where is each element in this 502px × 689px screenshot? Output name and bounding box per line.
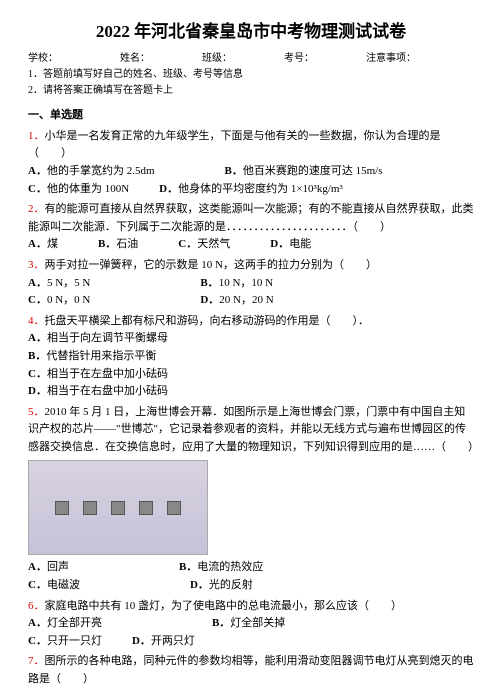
q6-A: 灯全部开亮: [47, 617, 102, 629]
question-1: 1．小华是一名发育正常的九年级学生，下面是与他有关的一些数据，你认为合理的是（ …: [28, 128, 474, 163]
q4-B-row: B．代替指针用来指示平衡: [28, 348, 474, 366]
q1-C: 他的体重为 100N: [47, 183, 129, 195]
q3-A: 5 N，5 N: [47, 277, 90, 289]
q2-opts: A．煤 B．石油 C．天然气 D．电能: [28, 236, 474, 254]
q5-opts-r1: A．回声 B．电流的热效应: [28, 559, 474, 577]
qnum-1: 1．: [28, 130, 45, 142]
name-label: 姓名：: [120, 51, 150, 67]
exam-label: 考号：: [284, 51, 314, 67]
q5-image: [28, 460, 208, 555]
chip-icon: [83, 501, 97, 515]
q4-text: 托盘天平横梁上都有标尺和游码，向右移动游码的作用是（ ）．: [45, 315, 370, 327]
q6-C: 只开一只灯: [47, 635, 102, 647]
q2-C: 天然气: [197, 238, 230, 250]
q6-text: 家庭电路中共有 10 盏灯，为了使电路中的总电流最小，那么应该（ ）: [45, 600, 403, 612]
instruction-2: 2．请将答案正确填写在答题卡上: [28, 83, 474, 99]
q1-text: 小华是一名发育正常的九年级学生，下面是与他有关的一些数据，你认为合理的是（ ）: [28, 130, 441, 160]
q3-D: 20 N，20 N: [219, 294, 273, 306]
qnum-5: 5．: [28, 406, 45, 418]
chip-icon: [139, 501, 153, 515]
q2-D: 电能: [289, 238, 311, 250]
q4-B: 代替指针用来指示平衡: [46, 350, 156, 362]
q7-text: 图所示的各种电路，同种元件的参数均相等，能利用滑动变阻器调节电灯从亮到熄灭的电路…: [28, 655, 474, 685]
q1-D: 他身体的平均密度约为 1×10³kg/m³: [178, 183, 343, 195]
q4-D: 相当于在右盘中加小砝码: [47, 385, 168, 397]
q5-text: 2010 年 5 月 1 日，上海世博会开幕．如图所示是上海世博会门票，门票中有…: [28, 406, 479, 453]
question-3: 3．两手对拉一弹簧秤，它的示数是 10 N，这两手的拉力分别为（ ）: [28, 257, 474, 275]
chip-icon: [55, 501, 69, 515]
chip-icon: [111, 501, 125, 515]
instruction-1: 1．答题前填写好自己的姓名、班级、考号等信息: [28, 67, 474, 83]
q1-B: 他百米赛跑的速度可达 15m/s: [243, 165, 383, 177]
q5-D: 光的反射: [209, 579, 253, 591]
chip-icon: [167, 501, 181, 515]
q6-B: 灯全部关掉: [230, 617, 285, 629]
q6-D: 开两只灯: [151, 635, 195, 647]
question-6: 6．家庭电路中共有 10 盏灯，为了使电路中的总电流最小，那么应该（ ）: [28, 598, 474, 616]
q3-opts-r1: A．5 N，5 N B．10 N，10 N: [28, 275, 474, 293]
question-4: 4．托盘天平横梁上都有标尺和游码，向右移动游码的作用是（ ）．: [28, 313, 474, 331]
q6-opts-r1: A．灯全部开亮 B．灯全部关掉: [28, 615, 474, 633]
school-label: 学校：: [28, 51, 58, 67]
q3-B: 10 N，10 N: [219, 277, 273, 289]
q2-B: 石油: [116, 238, 138, 250]
question-2: 2．有的能源可直接从自然界获取，这类能源叫一次能源；有的不能直接从自然界获取，此…: [28, 201, 474, 236]
section-heading: 一、单选题: [28, 107, 474, 125]
qnum-3: 3．: [28, 259, 45, 271]
qnum-6: 6．: [28, 600, 45, 612]
q1-opts2: C．他的体重为 100N D．他身体的平均密度约为 1×10³kg/m³: [28, 181, 474, 199]
q5-opts-r2: C．电磁波 D．光的反射: [28, 577, 474, 595]
qnum-2: 2．: [28, 203, 45, 215]
q5-A: 回声: [47, 561, 69, 573]
note-label: 注意事项：: [366, 51, 416, 67]
question-5: 5．2010 年 5 月 1 日，上海世博会开幕．如图所示是上海世博会门票，门票…: [28, 404, 474, 457]
q3-C: 0 N，0 N: [47, 294, 90, 306]
question-7: 7．图所示的各种电路，同种元件的参数均相等，能利用滑动变阻器调节电灯从亮到熄灭的…: [28, 653, 474, 688]
q1-A: 他的手掌宽约为 2.5dm: [47, 165, 155, 177]
q4-A-row: A．相当于向左调节平衡螺母: [28, 330, 474, 348]
q3-opts-r2: C．0 N，0 N D．20 N，20 N: [28, 292, 474, 310]
q2-A: 煤: [47, 238, 58, 250]
q2-text: 有的能源可直接从自然界获取，这类能源叫一次能源；有的不能直接从自然界获取，此类能…: [28, 203, 474, 233]
q6-opts-r2: C．只开一只灯 D．开两只灯: [28, 633, 474, 651]
q4-A: 相当于向左调节平衡螺母: [47, 332, 168, 344]
qnum-7: 7．: [28, 655, 45, 667]
q1-opts: A．他的手掌宽约为 2.5dm B．他百米赛跑的速度可达 15m/s: [28, 163, 474, 181]
q5-B: 电流的热效应: [197, 561, 263, 573]
header-row: 学校： 姓名： 班级： 考号： 注意事项：: [28, 51, 474, 67]
q4-D-row: D．相当于在右盘中加小砝码: [28, 383, 474, 401]
q5-C: 电磁波: [47, 579, 80, 591]
qnum-4: 4．: [28, 315, 45, 327]
q4-C-row: C．相当于在左盘中加小砝码: [28, 366, 474, 384]
class-label: 班级：: [202, 51, 232, 67]
q4-C: 相当于在左盘中加小砝码: [47, 368, 168, 380]
q3-text: 两手对拉一弹簧秤，它的示数是 10 N，这两手的拉力分别为（ ）: [45, 259, 377, 271]
page-title: 2022 年河北省秦皇岛市中考物理测试试卷: [28, 18, 474, 45]
